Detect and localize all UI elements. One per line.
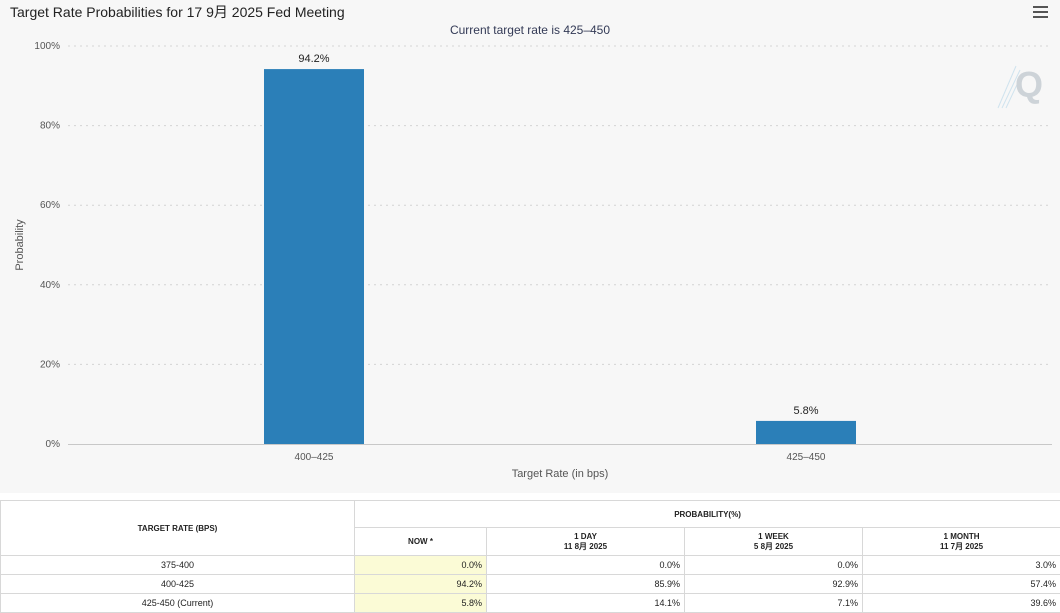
watermark-letter: Q [1015, 64, 1043, 105]
y-tick-label: 100% [34, 41, 60, 52]
probability-cell: 14.1% [487, 594, 685, 613]
probability-table: TARGET RATE (BPS) PROBABILITY(%) NOW * 1 … [0, 500, 1060, 613]
bar-data-label: 5.8% [793, 405, 818, 417]
target-rate-cell: 400-425 [1, 575, 355, 594]
y-tick-label: 20% [40, 359, 60, 370]
header-target-rate: TARGET RATE (BPS) [1, 501, 355, 556]
probability-cell: 0.0% [685, 556, 863, 575]
probability-cell: 5.8% [355, 594, 487, 613]
y-axis-title: Probability [14, 219, 26, 271]
header-probability: PROBABILITY(%) [355, 501, 1060, 528]
header-column-label: NOW * [359, 537, 482, 547]
probability-cell: 39.6% [863, 594, 1060, 613]
probability-cell: 94.2% [355, 575, 487, 594]
probability-cell: 3.0% [863, 556, 1060, 575]
header-column-0: NOW * [355, 528, 487, 556]
bar-0 [264, 69, 364, 444]
header-column-date: 5 8月 2025 [689, 542, 858, 552]
header-column-label: 1 MONTH [867, 532, 1056, 542]
y-tick-label: 60% [40, 200, 60, 211]
header-column-date: 11 8月 2025 [491, 542, 680, 552]
probability-cell: 92.9% [685, 575, 863, 594]
y-tick-label: 0% [46, 439, 61, 450]
y-tick-label: 80% [40, 121, 60, 132]
probability-cell: 7.1% [685, 594, 863, 613]
target-rate-cell: 425-450 (Current) [1, 594, 355, 613]
header-column-label: 1 DAY [491, 532, 680, 542]
probability-cell: 0.0% [355, 556, 487, 575]
bar-1 [756, 421, 856, 444]
probability-cell: 85.9% [487, 575, 685, 594]
x-axis-title: Target Rate (in bps) [512, 468, 609, 480]
x-tick-label: 425–450 [787, 452, 826, 463]
y-tick-label: 40% [40, 280, 60, 291]
probability-cell: 57.4% [863, 575, 1060, 594]
target-rate-cell: 375-400 [1, 556, 355, 575]
x-tick-label: 400–425 [295, 452, 334, 463]
table-row: 425-450 (Current)5.8%14.1%7.1%39.6% [1, 594, 1060, 613]
probability-table-container: TARGET RATE (BPS) PROBABILITY(%) NOW * 1 … [0, 500, 1060, 613]
quikstrike-logo-icon: Q [996, 60, 1046, 110]
bar-chart: 0% 20% 40% 60% 80% 100% 94.2% 5.8% 400–425 425–… [0, 0, 1060, 493]
bar-data-label: 94.2% [298, 53, 329, 65]
chart-panel: Target Rate Probabilities for 17 9月 2025… [0, 0, 1060, 493]
probability-cell: 0.0% [487, 556, 685, 575]
header-column-date: 11 7月 2025 [867, 542, 1056, 552]
header-column-label: 1 WEEK [689, 532, 858, 542]
